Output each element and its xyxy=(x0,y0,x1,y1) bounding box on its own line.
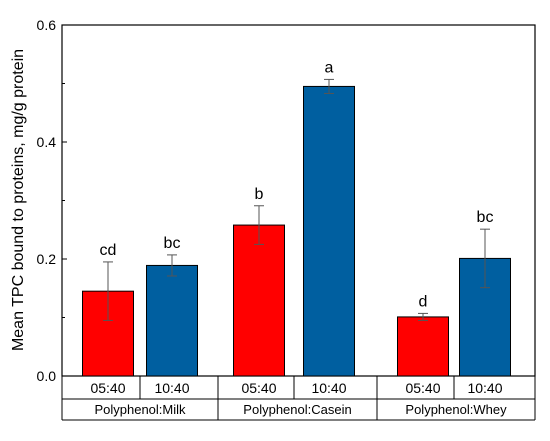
x-tick-label: 10:40 xyxy=(154,380,189,396)
y-axis: 0.0 0.2 0.4 0.6 xyxy=(37,17,67,384)
x-tick-label: 10:40 xyxy=(467,380,502,396)
significance-letter: bc xyxy=(164,235,181,252)
group-label: Polyphenol:Casein xyxy=(243,402,351,417)
y-tick-label: 0.6 xyxy=(37,17,57,33)
group-label: Polyphenol:Milk xyxy=(94,402,186,417)
bar xyxy=(397,316,449,377)
significance-letter: a xyxy=(325,59,334,76)
y-tick-label: 0.0 xyxy=(37,368,57,384)
y-tick-label: 0.2 xyxy=(37,251,57,267)
significance-letter: cd xyxy=(100,242,117,259)
significance-letter: bc xyxy=(477,209,494,226)
group-label: Polyphenol:Whey xyxy=(405,402,507,417)
y-axis-label: Mean TPC bound to proteins, mg/g protein xyxy=(10,49,27,351)
bars: cd b d bc a bc xyxy=(82,59,511,377)
y-tick-label: 0.4 xyxy=(37,134,57,150)
bar xyxy=(303,85,355,377)
significance-letter: d xyxy=(419,293,428,310)
x-tick-label: 10:40 xyxy=(311,380,346,396)
x-axis: 05:40 10:40 Polyphenol:Milk 05:40 10:40 Polyp… xyxy=(61,376,536,421)
bar xyxy=(233,224,285,377)
x-tick-label: 05:40 xyxy=(405,380,440,396)
bar xyxy=(146,264,198,377)
significance-letter: b xyxy=(255,186,264,203)
x-tick-label: 05:40 xyxy=(241,380,276,396)
x-tick-label: 05:40 xyxy=(90,380,125,396)
